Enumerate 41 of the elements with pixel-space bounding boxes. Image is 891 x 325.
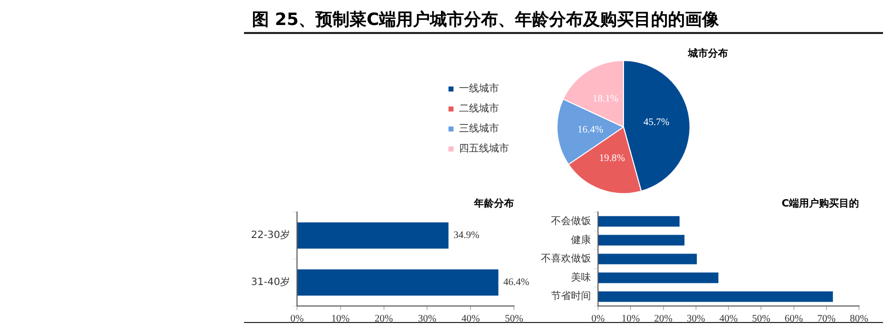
y-tick-label: 31-40岁 xyxy=(250,276,290,288)
x-tick-label: 80% xyxy=(850,314,868,325)
x-tick-label: 20% xyxy=(654,314,672,325)
x-tick-label: 50% xyxy=(504,314,524,325)
bar xyxy=(598,216,680,227)
caption: 图 25、预制菜C端用户城市分布、年龄分布及购买目的的画像 xyxy=(244,8,883,34)
data-label: 16.4% xyxy=(577,124,604,136)
legend-label: 三线城市 xyxy=(459,122,499,135)
x-tick-label: 0% xyxy=(290,314,304,325)
legend-label: 四五线城市 xyxy=(459,142,509,155)
data-label: 45.7% xyxy=(644,117,670,128)
y-tick-label: 美味 xyxy=(571,271,591,284)
y-tick-label: 节省时间 xyxy=(551,290,591,302)
legend-label: 一线城市 xyxy=(459,82,499,95)
bar xyxy=(598,272,718,284)
x-tick-label: 0% xyxy=(591,314,605,325)
data-label: 19.8% xyxy=(599,152,625,164)
chart-title: 城市分布 xyxy=(687,48,728,60)
x-tick-label: 40% xyxy=(719,314,738,325)
x-tick-label: 60% xyxy=(784,314,803,325)
y-tick-label: 健康 xyxy=(571,234,591,246)
x-tick-label: 50% xyxy=(752,314,770,325)
x-tick-label: 10% xyxy=(331,314,350,325)
chart-title: C端用户购买目的 xyxy=(782,198,859,210)
data-label: 46.4% xyxy=(503,277,530,288)
x-tick-label: 40% xyxy=(461,314,480,325)
x-tick-label: 30% xyxy=(418,314,436,325)
data-label: 34.9% xyxy=(453,230,480,242)
y-tick-label: 不会做饭 xyxy=(551,214,591,227)
chart-title: 年龄分布 xyxy=(473,198,514,210)
bar xyxy=(598,254,697,264)
data-label: 18.1% xyxy=(592,94,619,105)
x-tick-label: 10% xyxy=(621,314,640,325)
y-tick-label: 22-30岁 xyxy=(250,229,290,242)
x-tick-label: 30% xyxy=(686,314,706,325)
x-tick-label: 70% xyxy=(817,314,836,325)
legend-label: 二线城市 xyxy=(459,102,499,115)
bar xyxy=(598,234,684,246)
y-tick-label: 不喜欢做饭 xyxy=(541,252,591,265)
x-tick-label: 20% xyxy=(374,314,394,325)
bar xyxy=(598,291,833,302)
